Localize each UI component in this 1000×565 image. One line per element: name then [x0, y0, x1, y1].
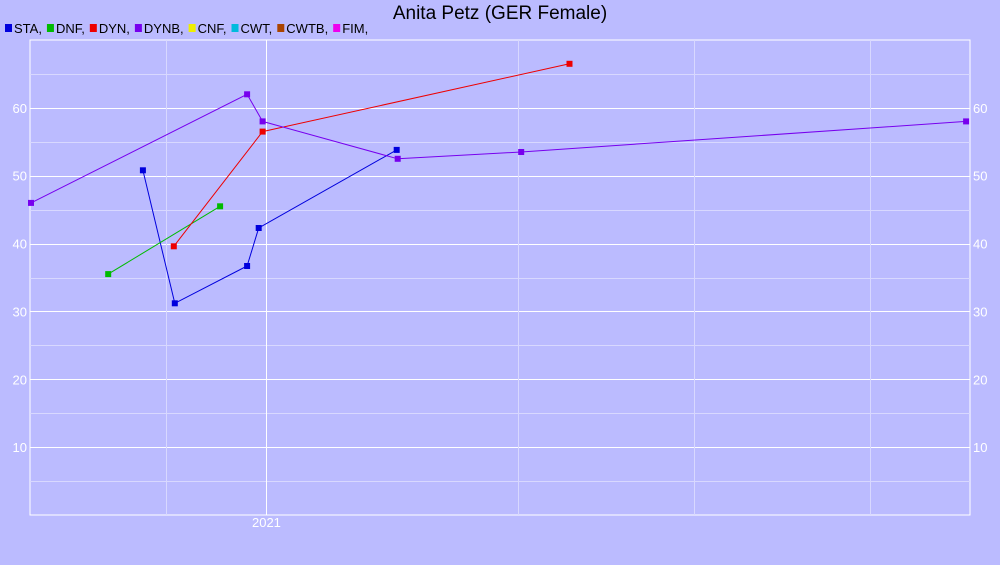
series-line-dyn — [173, 63, 570, 247]
data-point — [518, 149, 525, 155]
y-tick-label-left: 20 — [13, 372, 27, 387]
y-tick-label-left: 60 — [13, 101, 27, 116]
plot-frame — [29, 39, 971, 516]
legend-swatch — [277, 24, 285, 32]
y-tick-label-left: 10 — [13, 440, 27, 455]
y-tick-label-right: 30 — [973, 304, 987, 319]
legend-label: CWTB, — [286, 21, 328, 36]
data-point — [170, 243, 177, 250]
legend-label: CNF, — [198, 21, 227, 36]
legend-swatch — [5, 24, 12, 32]
data-point — [255, 225, 262, 231]
series-line-dynb — [30, 93, 967, 204]
legend-label: FIM, — [342, 21, 368, 36]
data-point — [259, 128, 266, 135]
y-tick-label-left: 40 — [13, 237, 27, 252]
y-tick-label-right: 10 — [973, 440, 987, 455]
legend-swatch — [89, 24, 97, 32]
series-dnf — [105, 203, 224, 278]
series-line-sta — [142, 149, 397, 305]
series-dynb — [28, 91, 970, 206]
chart-title: Anita Petz (GER Female) — [393, 3, 607, 24]
legend-label: DYNB, — [144, 21, 184, 36]
legend-label: CWT, — [241, 21, 273, 36]
y-tick-label-right: 20 — [973, 372, 987, 387]
y-tick-label-right: 60 — [973, 101, 987, 116]
y-tick-label-left: 30 — [13, 304, 27, 319]
data-point — [963, 118, 970, 125]
series-dyn — [170, 60, 573, 250]
y-tick-label-right: 40 — [973, 237, 987, 252]
data-point — [394, 155, 401, 162]
data-point — [566, 60, 573, 67]
data-point — [393, 146, 400, 153]
y-tick-label-right: 50 — [973, 169, 987, 184]
data-point — [105, 271, 112, 278]
axes: 10 10 20 20 30 30 40 40 50 50 60 60 2021 — [13, 101, 988, 530]
data-point — [28, 199, 34, 206]
data-point — [139, 167, 146, 174]
legend-swatch — [231, 24, 239, 32]
data-point — [244, 91, 251, 98]
legend-swatch — [46, 24, 54, 32]
legend: STA, DNF, DYN, DYNB, CNF, CWT, CWTB, FIM, — [5, 21, 368, 36]
series-sta — [139, 146, 400, 307]
legend-label: DNF, — [56, 21, 85, 36]
data-point — [217, 203, 224, 210]
legend-swatch — [333, 24, 341, 32]
data-point — [259, 118, 266, 125]
data-point — [244, 263, 251, 269]
data-point — [171, 300, 178, 307]
legend-label: DYN, — [99, 21, 130, 36]
legend-label: STA, — [14, 21, 42, 36]
series-line-dnf — [107, 205, 221, 275]
grid — [29, 39, 971, 516]
x-tick-label: 2021 — [252, 515, 281, 530]
series-group — [28, 60, 970, 307]
legend-swatch — [188, 24, 196, 32]
y-tick-label-left: 50 — [13, 169, 27, 184]
legend-swatch — [134, 24, 142, 32]
